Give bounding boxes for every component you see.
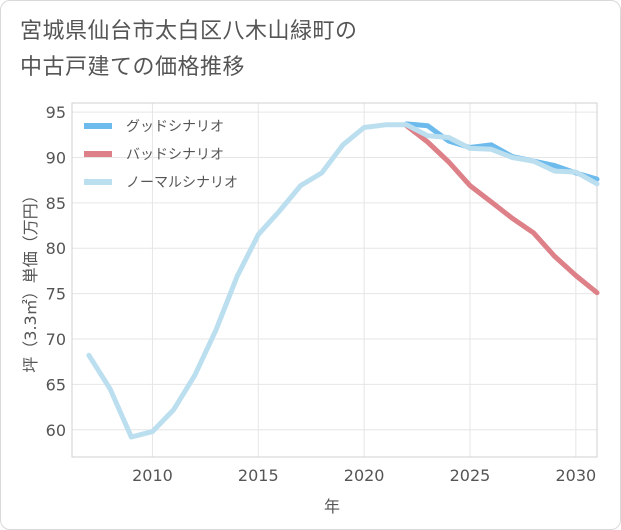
series-line-normal [86,122,600,440]
y-axis-label: 坪（3.3㎡）単価（万円） [21,187,40,372]
legend-label: ノーマルシナリオ [126,175,238,191]
x-tick-label: 2015 [238,466,279,485]
y-tick-label: 75 [46,285,66,304]
plot-frame [71,102,598,458]
legend-label: バッドシナリオ [126,147,224,163]
grid-lines [72,103,597,457]
legend-label: グッドシナリオ [126,119,224,135]
chart-title-line-1: 宮城県仙台市太白区八木山緑町の [20,19,358,44]
y-tick-label: 65 [46,375,66,394]
x-tick-label: 2025 [450,466,491,485]
y-tick-labels: 60 65 70 75 80 85 90 95 [46,103,66,440]
y-tick-label: 85 [46,194,66,213]
series-line-bad [404,123,600,296]
chart-title: 宮城県仙台市太白区八木山緑町の 中古戸建ての価格推移 [20,14,358,86]
x-tick-labels: 2010 2015 2020 2025 2030 [132,466,596,485]
chart-title-line-2: 中古戸建ての価格推移 [20,55,246,80]
y-tick-label: 80 [46,239,66,258]
x-tick-label: 2030 [555,466,596,485]
y-tick-label: 60 [46,421,66,440]
x-axis-label: 年 [324,497,340,516]
x-tick-label: 2020 [344,466,385,485]
y-tick-label: 70 [46,330,66,349]
series-lines [86,121,600,440]
y-tick-label: 95 [46,103,66,122]
x-tick-label: 2010 [132,466,173,485]
y-tick-label: 90 [46,148,66,167]
